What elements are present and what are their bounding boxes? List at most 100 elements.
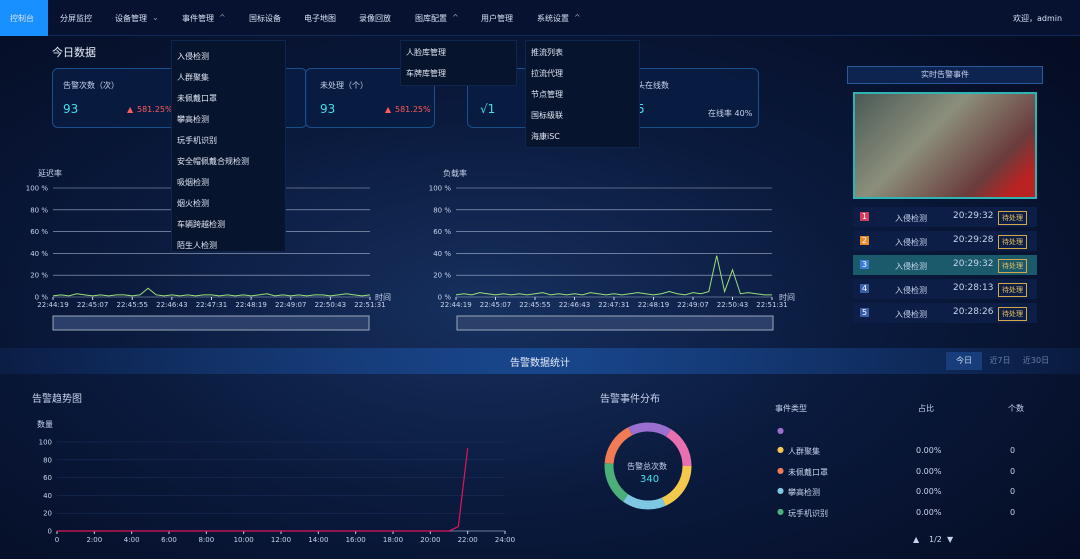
alert-type: 入侵检测: [895, 310, 927, 319]
alert-type: 入侵检测: [895, 286, 927, 295]
y-tick-label: 80 %: [30, 206, 48, 214]
event-count: 0: [1010, 446, 1016, 455]
event-ratio: 0.00%: [916, 487, 942, 496]
y-tick-label: 40: [43, 492, 52, 500]
axis-label: 时间: [779, 293, 795, 302]
nav-item[interactable]: 分屏监控: [60, 14, 92, 23]
menu-item[interactable]: 拉流代理: [531, 69, 563, 78]
y-tick-label: 80: [43, 456, 52, 464]
card-value: 5: [637, 102, 645, 116]
caret: ⌄: [152, 13, 159, 22]
alert-row[interactable]: [853, 279, 1037, 299]
x-tick-label: 22:45:55: [117, 301, 148, 309]
y-tick-label: 0: [48, 528, 52, 536]
x-tick-label: 14:00: [308, 536, 328, 544]
alert-row[interactable]: [853, 255, 1037, 275]
menu-item[interactable]: 人脸库管理: [406, 48, 446, 57]
page-down[interactable]: ▼: [947, 535, 954, 544]
y-tick-label: 100 %: [26, 185, 49, 193]
page-up[interactable]: ▲: [913, 535, 920, 544]
y-tick-label: 60 %: [30, 228, 48, 236]
nav-item[interactable]: 事件管理: [182, 14, 214, 23]
menu-item[interactable]: 安全帽佩戴合规检测: [177, 157, 249, 166]
alert-status[interactable]: 待处理: [998, 259, 1027, 273]
x-tick-label: 22:45:55: [519, 301, 550, 309]
menu-item[interactable]: 推流列表: [531, 48, 563, 57]
tab[interactable]: 今日: [946, 352, 982, 370]
axis-label: 数量: [37, 420, 53, 429]
nav-item[interactable]: 系统设置: [537, 14, 569, 23]
menu-item[interactable]: 人群聚集: [177, 73, 209, 82]
y-tick-label: 60: [43, 474, 52, 482]
alert-time: 20:29:32: [953, 211, 994, 221]
camera-snapshot[interactable]: [853, 92, 1037, 199]
alert-type: 入侵检测: [895, 262, 927, 271]
x-tick-label: 0: [55, 536, 59, 544]
nav-item[interactable]: 设备管理: [115, 14, 147, 23]
x-tick-label: 2:00: [86, 536, 102, 544]
y-tick-label: 40 %: [433, 250, 451, 258]
menu-item[interactable]: 节点管理: [531, 90, 563, 99]
y-tick-label: 40 %: [30, 250, 48, 258]
menu-item[interactable]: 烟火检测: [177, 199, 209, 208]
event-count: 0: [1010, 487, 1016, 496]
menu-item[interactable]: 海康iSC: [531, 132, 560, 141]
nav-item[interactable]: 电子地图: [304, 14, 336, 23]
alert-status[interactable]: 待处理: [998, 283, 1027, 297]
caret: ^: [452, 13, 459, 22]
event-ratio: 0.00%: [916, 466, 942, 476]
x-tick-label: 22:47:31: [598, 301, 629, 309]
x-tick-label: 22:44:19: [440, 301, 471, 309]
tab[interactable]: 近7日: [989, 356, 1011, 365]
dropdown: [171, 40, 286, 252]
alert-row[interactable]: [853, 207, 1037, 227]
card-change: 581.25%: [137, 105, 173, 114]
arrow: ▲: [385, 105, 392, 114]
alert-status[interactable]: 待处理: [998, 211, 1027, 225]
menu-item[interactable]: 攀高检测: [177, 115, 209, 124]
menu-item[interactable]: 入侵检测: [177, 52, 209, 61]
nav-item[interactable]: 用户管理: [481, 14, 513, 23]
zoom-slider: [52, 315, 370, 331]
legend-dot: ●: [777, 506, 784, 516]
y-tick-label: 80 %: [433, 206, 451, 214]
y-tick-label: 20 %: [30, 272, 48, 280]
y-tick-label: 20 %: [433, 272, 451, 280]
y-tick-label: 100 %: [429, 185, 452, 193]
x-tick-label: 22:46:43: [559, 301, 590, 309]
nav-item[interactable]: 国标设备: [249, 14, 281, 23]
menu-item[interactable]: 未佩戴口罩: [177, 94, 217, 103]
top-nav: 控制台 分屏监控 设备管理 事件管理 国标设备 电子地图 录像回放 图库配置 用…: [0, 0, 1080, 36]
data-line: [57, 448, 469, 532]
menu-item[interactable]: 玩手机识别: [177, 136, 217, 145]
menu-item[interactable]: 国标级联: [531, 111, 563, 120]
x-tick-label: 22:50:43: [717, 301, 748, 309]
alert-status[interactable]: 待处理: [998, 235, 1027, 249]
dropdown: [525, 40, 640, 148]
x-tick-label: 6:00: [161, 536, 177, 544]
menu-item[interactable]: 吸烟检测: [177, 178, 209, 187]
menu-item[interactable]: 车牌库管理: [406, 69, 446, 78]
alert-row[interactable]: [853, 231, 1037, 251]
donut-total: 340: [640, 474, 660, 485]
tab[interactable]: 近30日: [1022, 356, 1050, 365]
nav-item[interactable]: 录像回放: [359, 14, 391, 23]
banner: [0, 348, 1080, 374]
alert-time: 20:28:26: [953, 307, 994, 317]
chart-title: 延迟率: [38, 169, 62, 178]
card-value: 93: [320, 102, 336, 116]
nav-item[interactable]: 控制台: [10, 14, 34, 23]
menu-item[interactable]: 车辆跨越检测: [177, 220, 225, 229]
alert-status[interactable]: 待处理: [998, 307, 1027, 321]
nav-item[interactable]: 图库配置: [415, 14, 447, 23]
donut-label: 告警总次数: [627, 462, 667, 471]
x-tick-label: 4:00: [124, 536, 140, 544]
alert-type: 入侵检测: [895, 238, 927, 247]
x-tick-label: 22:48:19: [638, 301, 669, 309]
legend-dot: ●: [777, 465, 784, 475]
user[interactable]: 欢迎，admin: [1013, 14, 1063, 23]
menu-item[interactable]: 陌生人检测: [177, 241, 217, 250]
alert-row[interactable]: [853, 303, 1037, 323]
alert-time: 20:29:28: [953, 235, 994, 245]
